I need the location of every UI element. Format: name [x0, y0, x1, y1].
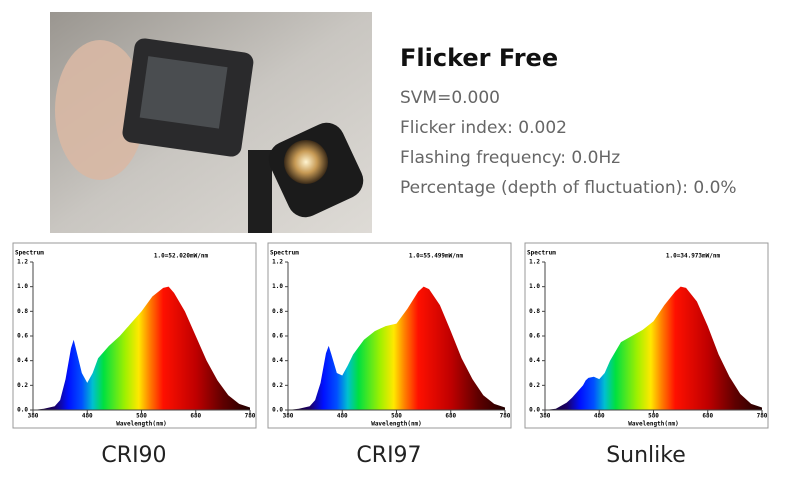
x-tick-label: 580 — [136, 413, 147, 420]
x-tick-label: 380 — [28, 413, 39, 420]
y-tick-label: 0.4 — [529, 357, 540, 364]
y-tick-label: 0.6 — [17, 333, 28, 340]
y-tick-label: 0.2 — [17, 382, 28, 389]
spectrum-area — [545, 286, 762, 410]
annotation: 1.0=34.973mW/nm — [666, 253, 721, 260]
y-tick-label: 0.6 — [529, 333, 540, 340]
y-tick-label: 0.8 — [272, 308, 283, 315]
x-tick-label: 380 — [283, 413, 294, 420]
caption: CRI97 — [356, 443, 421, 468]
x-tick-label: 680 — [190, 413, 201, 420]
y-tick-label: 0.0 — [17, 407, 28, 414]
x-tick-label: 480 — [594, 413, 605, 420]
chart-title: Spectrum — [270, 250, 299, 257]
x-tick-label: 680 — [445, 413, 456, 420]
annotation: 1.0=52.020mW/nm — [154, 253, 209, 260]
y-tick-label: 1.2 — [17, 259, 28, 266]
y-tick-label: 1.0 — [529, 283, 540, 290]
x-tick-label: 780 — [500, 413, 511, 420]
x-tick-label: 380 — [540, 413, 551, 420]
heading: Flicker Free — [400, 44, 559, 72]
spectrum-area — [33, 286, 250, 410]
caption: Sunlike — [606, 443, 686, 468]
y-tick-label: 1.2 — [529, 259, 540, 266]
y-tick-label: 0.0 — [272, 407, 283, 414]
annotation: 1.0=55.499mW/nm — [409, 253, 464, 260]
chart-title: Spectrum — [527, 250, 556, 257]
y-tick-label: 0.6 — [272, 333, 283, 340]
y-tick-label: 1.0 — [272, 283, 283, 290]
x-tick-label: 780 — [245, 413, 256, 420]
spec-line: Percentage (depth of fluctuation): 0.0% — [400, 178, 737, 198]
x-tick-label: 780 — [757, 413, 768, 420]
y-tick-label: 0.4 — [272, 357, 283, 364]
x-axis-label: Wavelength(nm) — [371, 421, 422, 428]
x-axis-label: Wavelength(nm) — [628, 421, 679, 428]
y-tick-label: 0.8 — [17, 308, 28, 315]
x-tick-label: 680 — [702, 413, 713, 420]
x-tick-label: 480 — [82, 413, 93, 420]
caption: CRI90 — [101, 443, 166, 468]
spec-line: Flashing frequency: 0.0Hz — [400, 148, 621, 168]
y-tick-label: 0.8 — [529, 308, 540, 315]
y-tick-label: 0.2 — [529, 382, 540, 389]
spectrum-area — [288, 286, 505, 410]
x-tick-label: 580 — [648, 413, 659, 420]
y-tick-label: 1.2 — [272, 259, 283, 266]
spec-line: Flicker index: 0.002 — [400, 118, 567, 138]
x-tick-label: 580 — [391, 413, 402, 420]
photo — [50, 12, 372, 233]
x-axis-label: Wavelength(nm) — [116, 421, 167, 428]
spec-line: SVM=0.000 — [400, 88, 500, 108]
y-tick-label: 0.2 — [272, 382, 283, 389]
y-tick-label: 1.0 — [17, 283, 28, 290]
y-tick-label: 0.4 — [17, 357, 28, 364]
x-tick-label: 480 — [337, 413, 348, 420]
chart-title: Spectrum — [15, 250, 44, 257]
y-tick-label: 0.0 — [529, 407, 540, 414]
